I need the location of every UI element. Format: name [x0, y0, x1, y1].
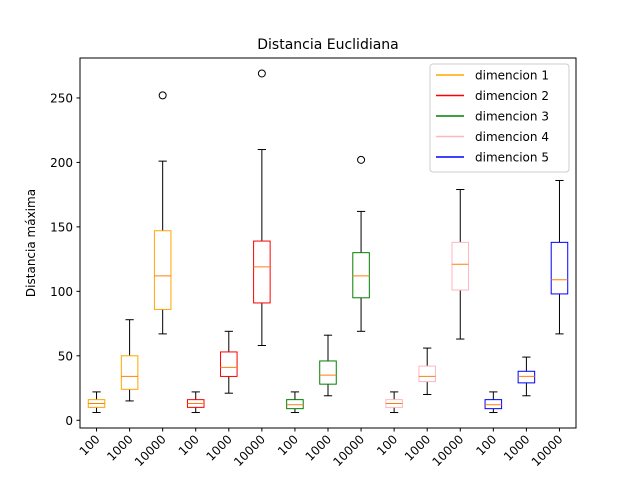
box-body: [153, 230, 172, 310]
y-tick-label: 50: [58, 349, 73, 363]
box-body: [451, 241, 470, 291]
box-body: [517, 370, 536, 384]
y-tick-label: 100: [50, 285, 73, 299]
box-5-10000: [550, 179, 569, 335]
box-body: [286, 399, 304, 410]
legend-label-5: dimencion 5: [475, 151, 549, 165]
box-body: [550, 241, 569, 295]
y-tick-label: 150: [50, 220, 73, 234]
legend-label-1: dimencion 1: [475, 69, 549, 83]
box-4-1000: [418, 347, 436, 395]
chart-title: Distancia Euclidiana: [257, 37, 399, 53]
y-axis-label: Distancia máxima: [24, 189, 38, 297]
box-4-10000: [451, 188, 470, 340]
y-tick-label: 0: [65, 414, 73, 428]
legend-label-2: dimencion 2: [475, 89, 549, 103]
outlier-point: [257, 69, 266, 78]
box-body: [418, 365, 436, 383]
legend-label-4: dimencion 4: [475, 130, 549, 144]
outlier-point: [357, 155, 366, 164]
box-2-1000: [220, 330, 238, 394]
box-3-1000: [319, 334, 337, 397]
box-5-100: [484, 391, 503, 414]
box-1-1000: [120, 319, 139, 402]
box-5-1000: [517, 356, 536, 397]
box-1-100: [87, 391, 106, 414]
box-3-10000: [352, 155, 370, 332]
box-body: [253, 240, 271, 304]
box-body: [120, 355, 139, 390]
box-2-10000: [253, 69, 271, 346]
box-body: [484, 399, 503, 410]
axes-frame: [79, 57, 577, 429]
box-2-100: [186, 391, 205, 414]
box-4-100: [385, 391, 403, 414]
box-1-10000: [153, 91, 172, 335]
legend-frame: [429, 63, 570, 173]
box-3-100: [286, 391, 304, 414]
legend-label-3: dimencion 3: [475, 110, 549, 124]
y-tick-label: 200: [50, 156, 73, 170]
outlier-point: [158, 91, 167, 100]
y-tick-label: 250: [50, 91, 73, 105]
box-body: [220, 351, 238, 377]
box-body: [352, 252, 370, 299]
box-body: [319, 360, 337, 385]
legend: dimencion 1 dimencion 2 dimencion 3 dimenci…: [429, 63, 570, 173]
